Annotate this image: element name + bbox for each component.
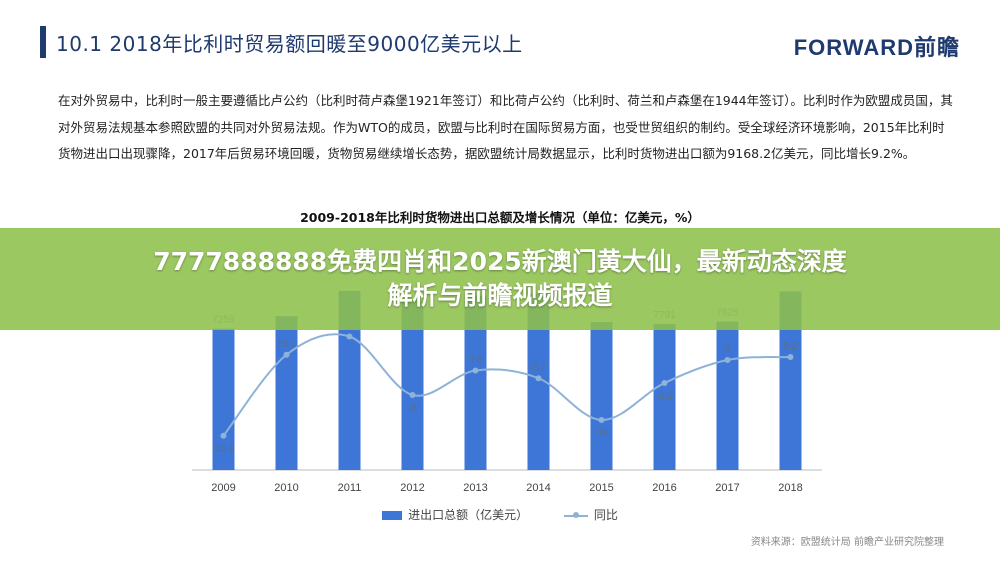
title-accent-bar xyxy=(40,26,46,58)
overlay-banner: 7777888888免费四肖和2025新澳门黄大仙，最新动态深度 解析与前瞻视频… xyxy=(0,228,1000,330)
line-swatch-icon xyxy=(563,511,588,518)
banner-line-1: 7777888888免费四肖和2025新澳门黄大仙，最新动态深度 xyxy=(153,247,847,276)
growth-value-label: 3.8 xyxy=(469,355,483,366)
bar-2012 xyxy=(401,300,424,470)
x-tick-label: 2010 xyxy=(274,482,298,494)
growth-point-2012 xyxy=(409,392,416,398)
growth-value-label: 9.2 xyxy=(784,341,798,352)
growth-point-2013 xyxy=(472,367,479,374)
growth-point-2017 xyxy=(724,357,731,363)
growth-value-label: -22.3 xyxy=(212,444,235,455)
x-tick-label: 2012 xyxy=(400,482,424,494)
bar-swatch-icon xyxy=(382,511,403,520)
body-paragraph: 在对外贸易中，比利时一般主要遵循比卢公约（比利时荷卢森堡1921年签订）和比荷卢… xyxy=(58,93,953,161)
growth-value-label: 8 xyxy=(725,344,731,355)
bar-2010 xyxy=(275,316,298,470)
growth-point-2014 xyxy=(535,375,542,382)
growth-value-label: -1.2 xyxy=(656,391,674,402)
growth-point-2011 xyxy=(346,333,353,340)
growth-line xyxy=(222,333,791,437)
growth-point-2009 xyxy=(220,432,227,439)
x-tick-label: 2014 xyxy=(526,482,550,494)
bar-2015 xyxy=(590,322,613,470)
slide-title: 10.1 2018年比利时贸易额回暖至9000亿美元以上 xyxy=(56,32,523,56)
growth-value-label: 0.7 xyxy=(532,362,546,373)
x-tick-label: 2016 xyxy=(652,482,676,494)
growth-point-2010 xyxy=(283,351,290,358)
x-tick-label: 2013 xyxy=(463,482,487,494)
brand-logo: FORWARD前瞻 xyxy=(793,35,960,60)
banner-line-2: 解析与前瞻视频报道 xyxy=(387,281,613,310)
x-tick-label: 2018 xyxy=(778,482,802,494)
x-tick-label: 2011 xyxy=(338,482,362,494)
bar-2013 xyxy=(464,295,487,470)
growth-value-label: 10.1 xyxy=(277,339,297,350)
growth-value-label: -16 xyxy=(594,428,609,439)
growth-point-2016 xyxy=(661,380,668,386)
legend-item-bar: 进出口总额（亿美元） xyxy=(382,506,528,523)
legend-item-line: 同比 xyxy=(563,506,618,523)
bar-2014 xyxy=(527,293,550,470)
bar-2016 xyxy=(653,323,676,470)
growth-point-2018 xyxy=(787,354,794,360)
legend-label-bar: 进出口总额（亿美元） xyxy=(408,508,529,522)
growth-value-label: -6 xyxy=(408,403,417,414)
chart-title: 2009-2018年比利时货物进出口总额及增长情况（单位：亿美元，%） xyxy=(300,210,700,225)
growth-point-2015 xyxy=(598,417,605,423)
x-tick-label: 2015 xyxy=(589,482,613,494)
combo-chart: 2009725920102011201220132014201520167791… xyxy=(192,290,822,494)
x-tick-label: 2009 xyxy=(211,482,235,494)
x-tick-label: 2017 xyxy=(715,482,739,494)
bar-2009 xyxy=(212,328,235,470)
source-note: 资料来源：欧盟统计局 前瞻产业研究院整理 xyxy=(750,537,944,548)
chart-legend: 进出口总额（亿美元） 同比 xyxy=(0,506,1000,523)
legend-label-line: 同比 xyxy=(593,508,618,522)
bar-2018 xyxy=(779,291,802,470)
